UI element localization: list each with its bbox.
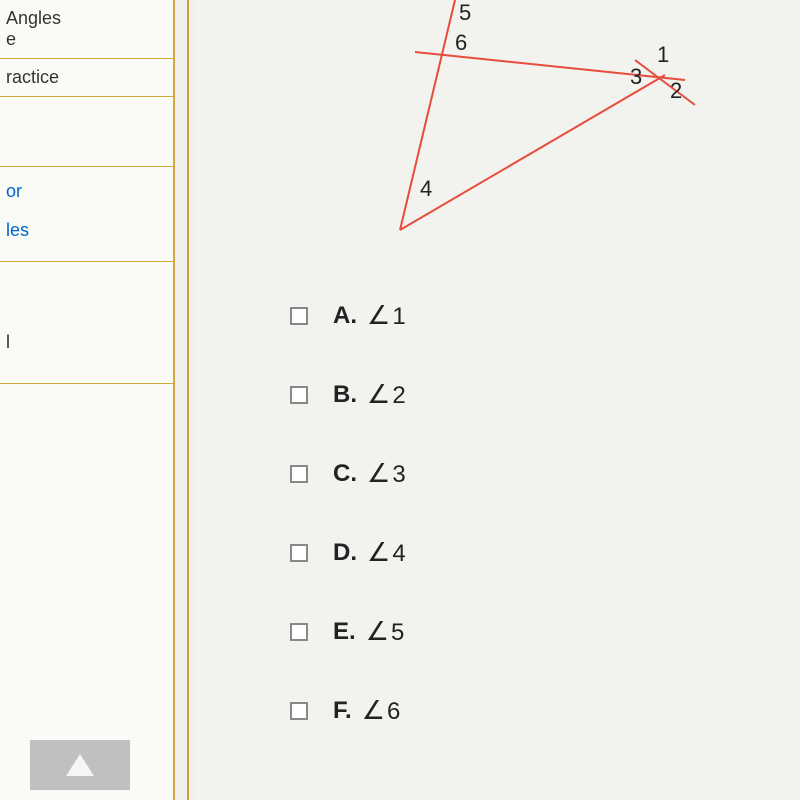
options-list: A. 1 B. 2 C. 3 D. 4: [290, 300, 406, 774]
diagram-svg: [295, 0, 715, 250]
option-f[interactable]: F. 6: [290, 695, 406, 726]
sidebar-item-practice[interactable]: ractice: [0, 59, 173, 97]
option-e[interactable]: E. 5: [290, 616, 406, 647]
angle-label-3: 3: [630, 64, 642, 90]
angle-symbol: 4: [367, 537, 406, 568]
angle-num: 1: [392, 303, 405, 331]
angle-num: 3: [392, 461, 405, 489]
option-label: A. 1: [333, 300, 406, 331]
sidebar-label: e: [6, 29, 167, 50]
option-d[interactable]: D. 4: [290, 537, 406, 568]
option-b[interactable]: B. 2: [290, 379, 406, 410]
angle-symbol: 2: [367, 379, 406, 410]
option-letter: D.: [333, 539, 357, 567]
option-letter: E.: [333, 618, 356, 646]
sidebar-gap: [0, 262, 173, 302]
checkbox-a[interactable]: [290, 307, 308, 325]
checkbox-b[interactable]: [290, 386, 308, 404]
main-content: 5 6 1 3 2 4 A. 1 B. 2 C. 3: [195, 0, 800, 800]
option-letter: A.: [333, 302, 357, 330]
sidebar-spacer: [0, 97, 173, 167]
angle-num: 2: [392, 382, 405, 410]
checkbox-e[interactable]: [290, 623, 308, 641]
sidebar-item-or[interactable]: or: [0, 167, 173, 206]
option-label: D. 4: [333, 537, 406, 568]
option-label: F. 6: [333, 695, 400, 726]
sidebar: Angles e ractice or les l: [0, 0, 175, 800]
option-label: E. 5: [333, 616, 404, 647]
option-letter: F.: [333, 697, 352, 725]
angle-symbol: 1: [367, 300, 406, 331]
angle-label-2: 2: [670, 78, 682, 104]
angle-label-6: 6: [455, 30, 467, 56]
option-label: B. 2: [333, 379, 406, 410]
option-label: C. 3: [333, 458, 406, 489]
arrow-up-icon: [66, 754, 94, 776]
scroll-up-button[interactable]: [30, 740, 130, 790]
angle-label-4: 4: [420, 176, 432, 202]
sidebar-label: Angles: [6, 8, 167, 29]
angle-label-1: 1: [657, 42, 669, 68]
angle-num: 5: [391, 619, 404, 647]
sidebar-item-les[interactable]: les: [0, 206, 173, 262]
checkbox-d[interactable]: [290, 544, 308, 562]
angle-num: 4: [392, 540, 405, 568]
sidebar-item-l[interactable]: l: [0, 302, 173, 384]
triangle-diagram: 5 6 1 3 2 4: [295, 0, 715, 250]
option-letter: C.: [333, 460, 357, 488]
option-letter: B.: [333, 381, 357, 409]
angle-label-5: 5: [459, 0, 471, 26]
checkbox-c[interactable]: [290, 465, 308, 483]
option-a[interactable]: A. 1: [290, 300, 406, 331]
angle-num: 6: [387, 698, 400, 726]
angle-symbol: 5: [366, 616, 405, 647]
angle-symbol: 3: [367, 458, 406, 489]
sidebar-item-angles[interactable]: Angles e: [0, 0, 173, 59]
checkbox-f[interactable]: [290, 702, 308, 720]
option-c[interactable]: C. 3: [290, 458, 406, 489]
angle-symbol: 6: [362, 695, 401, 726]
